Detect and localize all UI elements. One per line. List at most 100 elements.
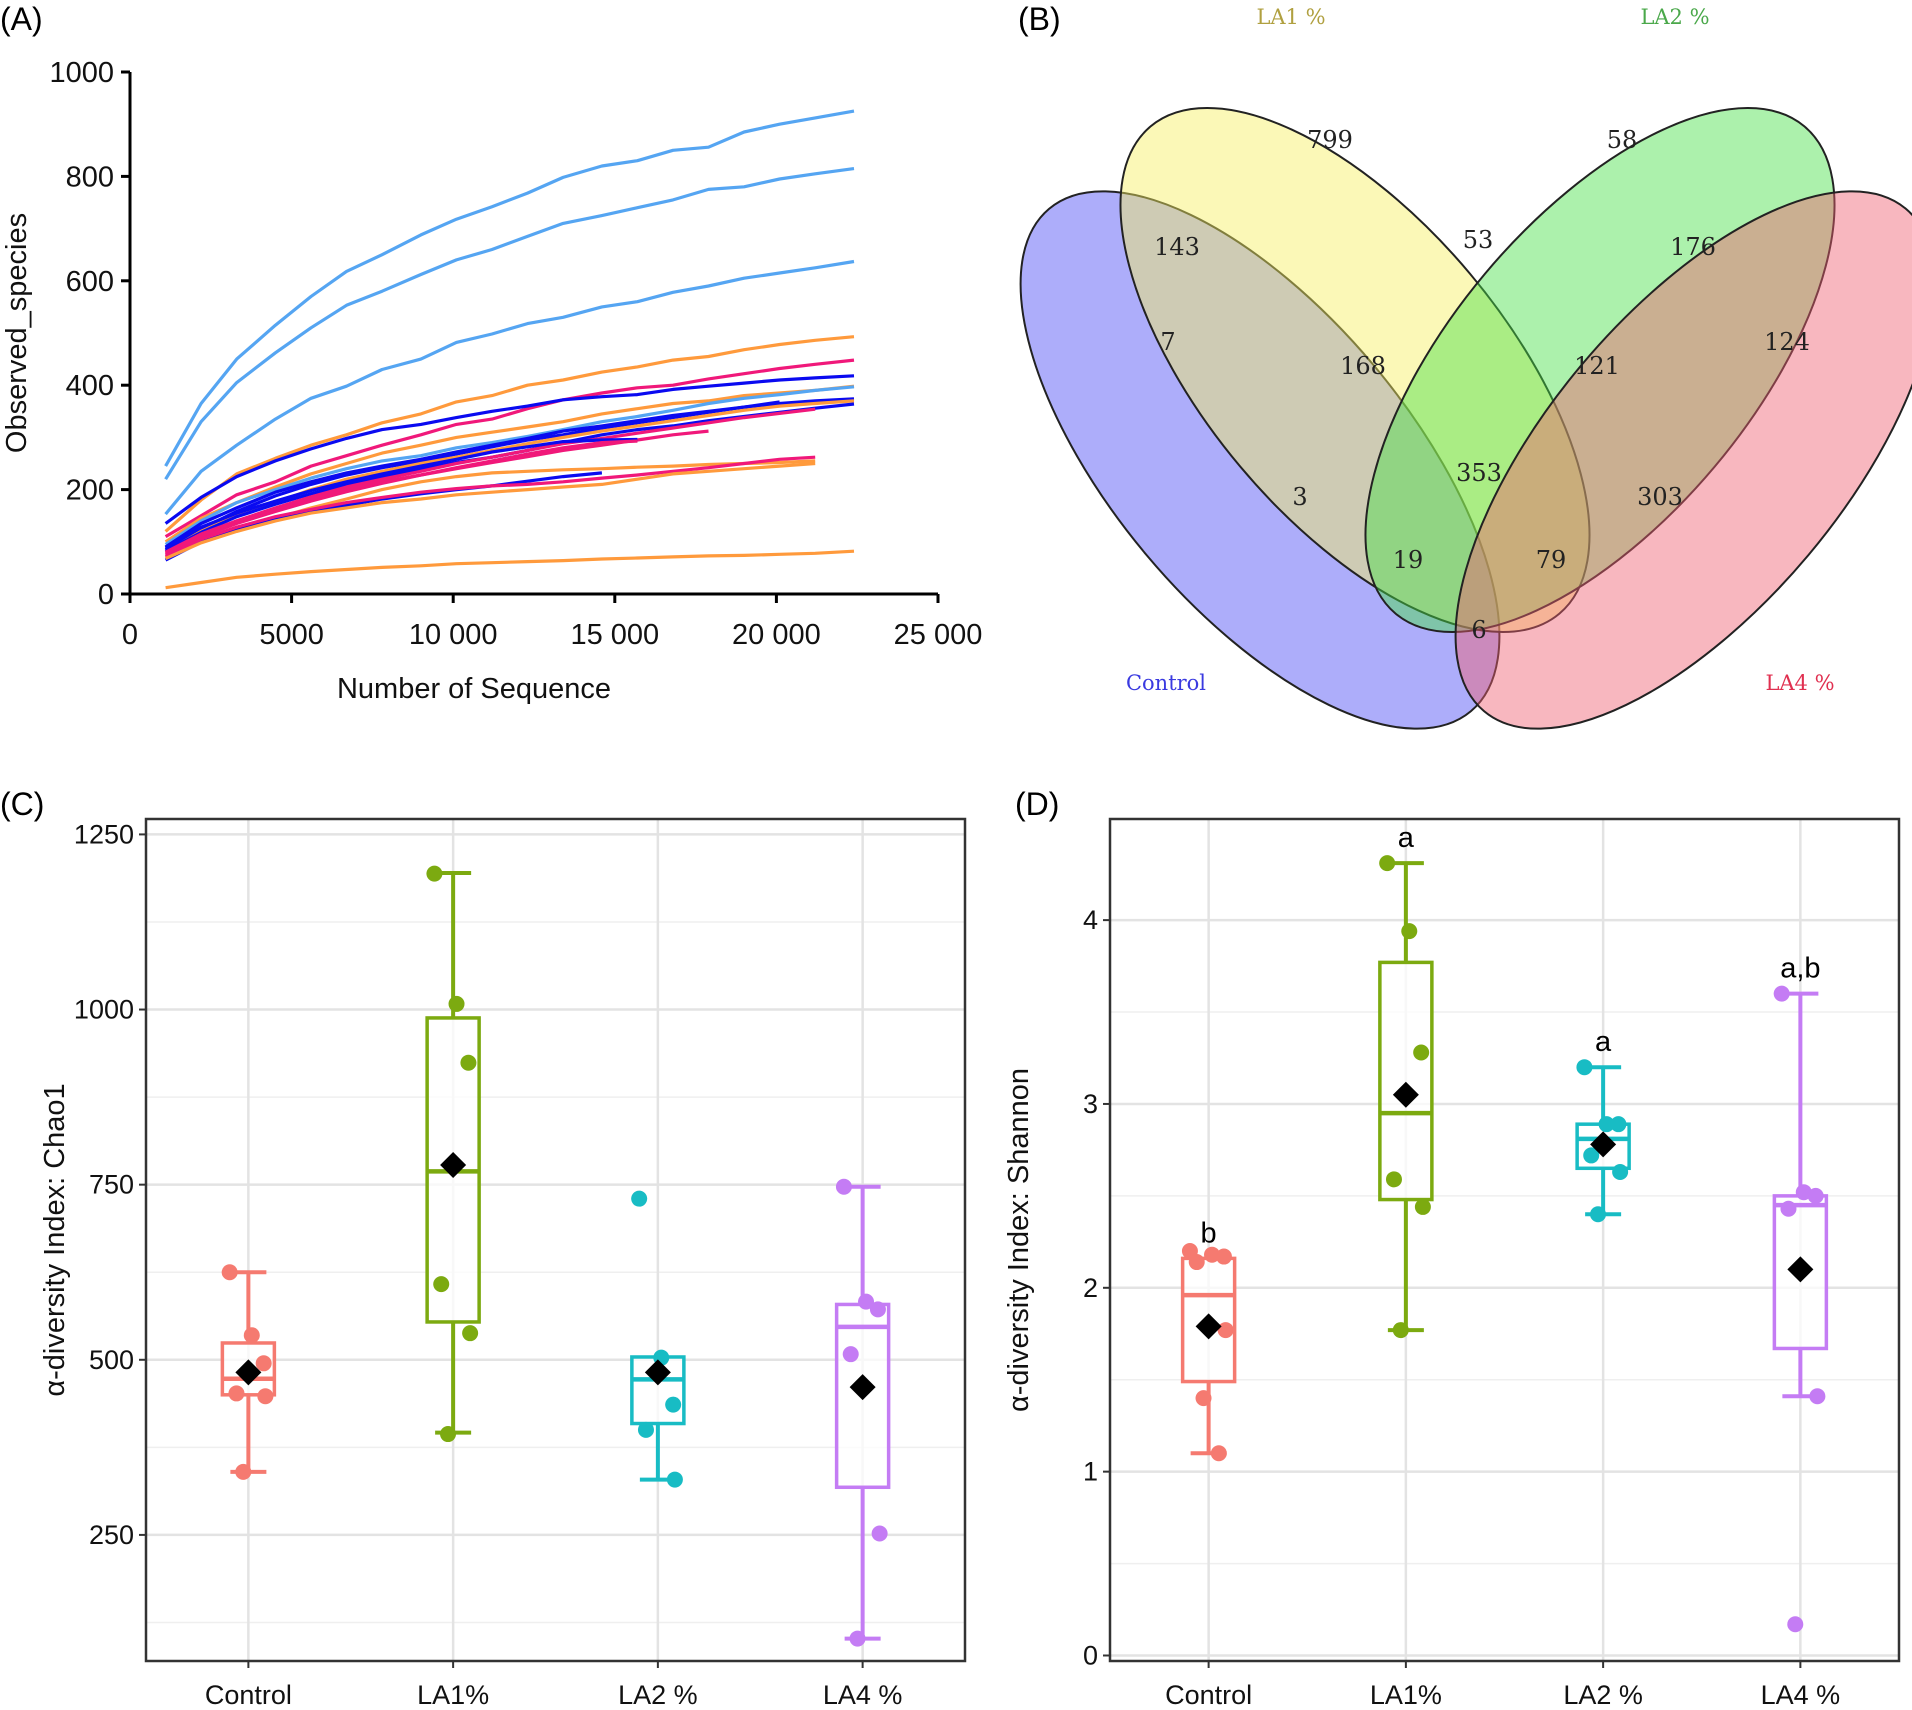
series-line-blue [164,402,855,553]
mean-diamond [1787,1256,1814,1283]
data-point [1598,1116,1615,1133]
data-point [1787,1616,1804,1633]
y-tick-label: 500 [89,1345,134,1375]
venn-region-count: 176 [1670,233,1716,261]
data-point [1195,1390,1212,1407]
series-line-pink [164,358,855,538]
significance-letter: b [1201,1217,1217,1249]
y-tick-label: 2 [1083,1273,1098,1303]
venn-set-label: LA1 % [1256,5,1325,29]
x-tick-label: LA2 % [618,1680,698,1710]
data-point [1576,1059,1593,1076]
venn-region-count: 303 [1637,483,1683,511]
data-point [1204,1246,1221,1263]
panel-label-a: (A) [0,1,43,37]
venn-set-ellipse [1454,190,1912,730]
series-line-blue [164,437,638,550]
y-tick-label: 400 [66,370,114,402]
data-point [257,1388,274,1405]
y-axis-title: α-diversity Index: Chao1 [39,1083,71,1396]
mean-diamond [1195,1313,1222,1340]
y-tick-label: 1 [1083,1457,1098,1487]
venn-region-count: 7 [1160,328,1175,356]
mean-diamond [235,1359,262,1386]
y-tick-label: 250 [89,1520,134,1550]
x-tick-label: 10 000 [409,619,498,651]
data-point [228,1385,245,1402]
y-tick-label: 1000 [49,57,114,89]
venn-region-count: 53 [1463,226,1494,254]
x-tick-label: Control [1165,1680,1252,1710]
series-line-lightblue [164,167,855,481]
significance-letter: a,b [1780,953,1820,985]
data-point [849,1630,866,1647]
venn-set-label: Control [1126,671,1206,695]
data-point [1780,1200,1797,1217]
x-tick-label: 15 000 [570,619,659,651]
venn-region-count: 3 [1292,483,1307,511]
y-tick-label: 0 [98,579,114,611]
venn-region-count: 79 [1536,546,1567,574]
data-point [1590,1206,1607,1223]
venn-region-count: 121 [1574,352,1620,380]
plot-background [146,819,965,1661]
panel-d-shannon-boxplot: 0 1 2 3 4 Control LA1% LA2 % LA4 % α-diversity In… [1003,817,1901,1710]
y-tick-label: 200 [66,475,114,507]
data-point [448,995,465,1012]
data-point [665,1396,682,1413]
data-point [1188,1254,1205,1271]
panel-label-b: (B) [1018,1,1061,37]
venn-region-count: 168 [1340,352,1386,380]
venn-region-count: 143 [1154,233,1200,261]
x-tick-label: LA4 % [823,1680,903,1710]
mean-diamond [1392,1081,1419,1108]
y-tick-label: 600 [66,266,114,298]
data-point [1809,1388,1826,1405]
data-point [1379,855,1396,872]
venn-region-count: 6 [1471,616,1486,644]
data-point [462,1325,479,1342]
series-line-blue [164,400,780,551]
data-point [1392,1322,1409,1339]
data-point [1413,1044,1430,1061]
data-point [1217,1322,1234,1339]
data-point [426,865,443,882]
data-point [869,1301,886,1318]
plot-background [1110,819,1899,1661]
data-point [666,1471,683,1488]
data-point [1610,1116,1627,1133]
series-line-lightblue [164,109,855,467]
x-tick-label: 25 000 [894,619,983,651]
data-point [1414,1198,1431,1215]
y-tick-label: 4 [1083,905,1098,935]
x-tick-label: LA4 % [1761,1680,1841,1710]
data-point [460,1054,477,1071]
data-point [637,1421,654,1438]
series-line-lightblue [164,259,855,516]
series-line-orange [164,384,855,544]
data-point [440,1426,457,1443]
x-tick-label: 20 000 [732,619,821,651]
panel-label-c: (C) [0,786,44,822]
series-line-orange [164,335,855,533]
y-tick-label: 750 [89,1170,134,1200]
x-axis-title: Number of Sequence [337,673,611,705]
data-point [842,1346,859,1363]
panel-c-chao1-boxplot: 250 500 750 1000 1250 Control LA1% LA2 % LA4 % α-… [39,817,967,1710]
panel-b-venn-diagram: 7 799 58 124 143 53 176 168 121 353 3 303 19 79 6 Contr… [1019,5,1912,730]
venn-region-count: 124 [1764,328,1810,356]
data-point [1612,1163,1629,1180]
significance-letter: a [1595,1026,1612,1058]
series-line-orange [165,549,855,590]
mean-diamond [440,1152,467,1179]
y-axis-title: Observed_species [1,213,33,453]
y-tick-label: 0 [1083,1640,1098,1670]
x-tick-label: Control [205,1680,292,1710]
data-point [221,1264,238,1281]
data-point [858,1293,875,1310]
x-tick-label: LA2 % [1563,1680,1643,1710]
data-point [1401,923,1418,940]
y-axis-title: α-diversity Index: Shannon [1003,1068,1035,1412]
data-point [235,1463,252,1480]
